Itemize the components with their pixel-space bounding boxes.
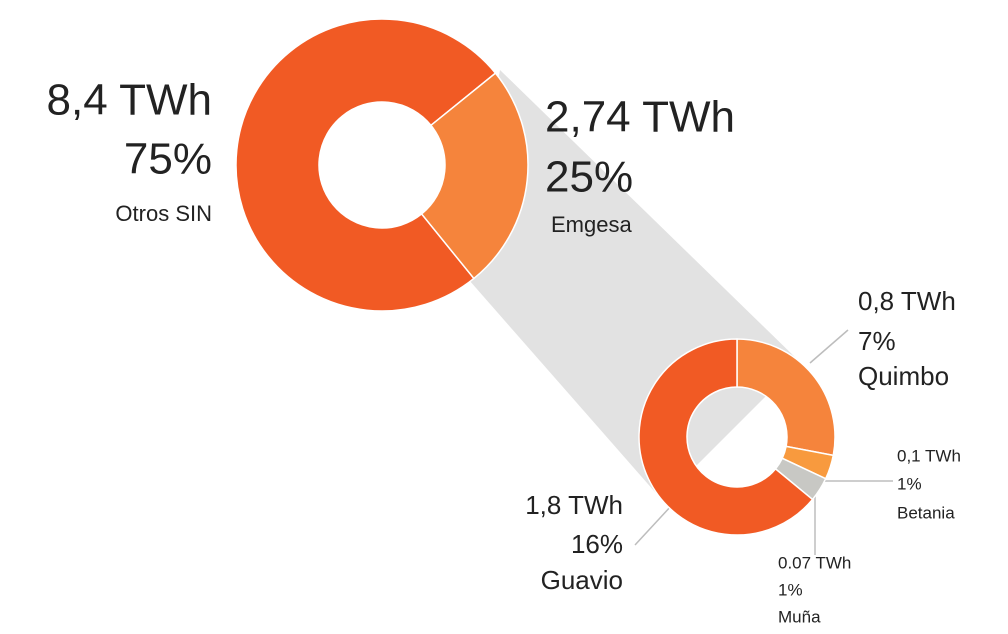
percent-label: 25% (545, 153, 633, 202)
amount-label: 0,1 TWh (897, 446, 961, 465)
category-label: Betania (897, 503, 955, 522)
category-label: Muña (778, 607, 821, 626)
donut-slice (235, 18, 497, 312)
amount-label: 8,4 TWh (47, 76, 212, 125)
leader-line (809, 329, 849, 364)
donut-slice (420, 72, 529, 280)
category-label: Quimbo (858, 361, 949, 391)
leader-lines (634, 329, 893, 555)
donut-slice (736, 338, 836, 457)
donut-slice (638, 338, 814, 536)
amount-label: 1,8 TWh (525, 490, 623, 520)
category-label: Otros SIN (115, 201, 212, 226)
percent-label: 16% (571, 529, 623, 559)
percent-label: 1% (897, 474, 922, 493)
category-label: Guavio (541, 565, 623, 595)
leader-line (634, 504, 673, 546)
amount-label: 2,74 TWh (545, 93, 735, 142)
category-label: Emgesa (551, 212, 632, 237)
amount-label: 0,8 TWh (858, 286, 956, 316)
amount-label: 0.07 TWh (778, 553, 851, 572)
percent-label: 1% (778, 580, 803, 599)
percent-label: 7% (858, 326, 896, 356)
percent-label: 75% (124, 135, 212, 184)
